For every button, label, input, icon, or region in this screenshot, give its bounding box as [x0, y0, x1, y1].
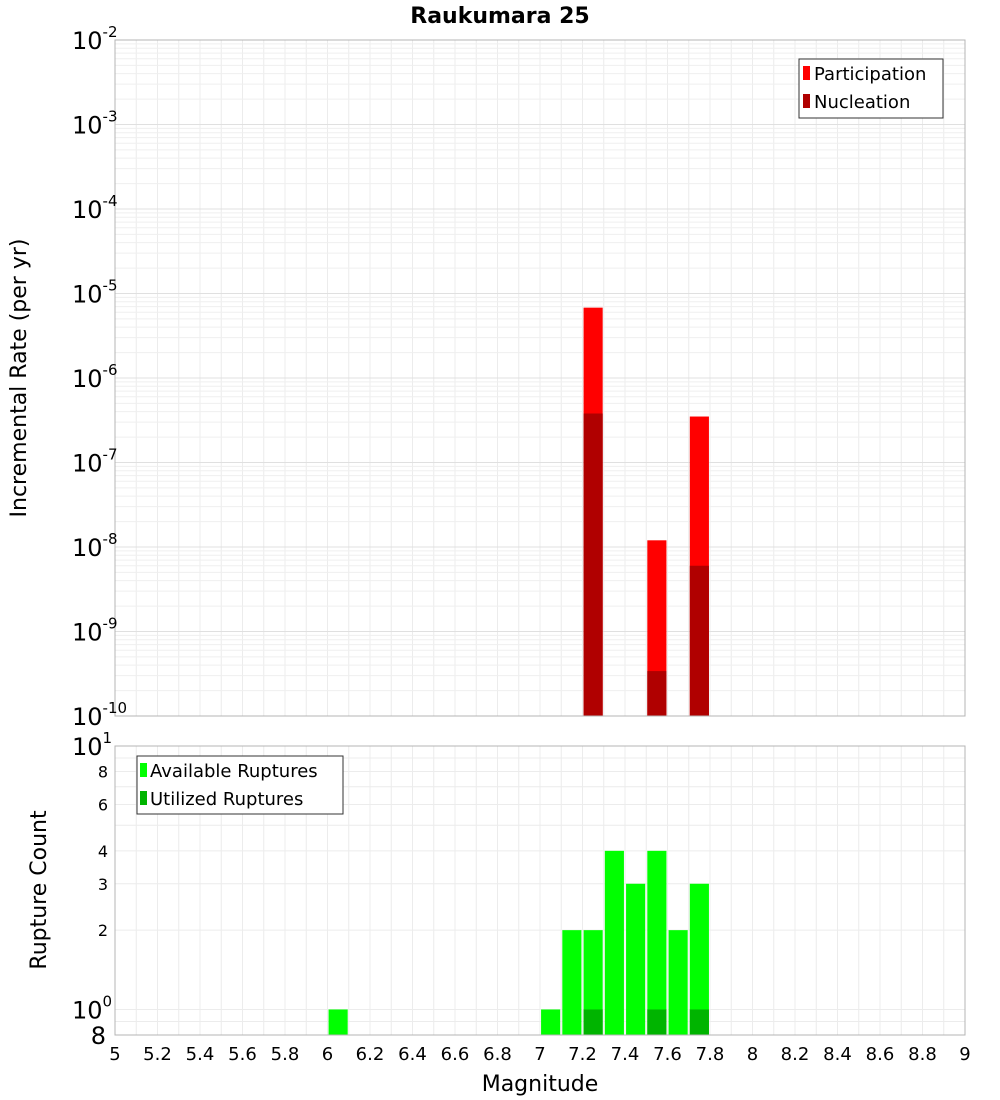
x-tick-label: 6.8 — [483, 1044, 512, 1065]
chart-title: Raukumara 25 — [410, 4, 589, 29]
count-plot-border — [114, 745, 966, 1036]
rate-y-axis-label: Incremental Rate (per yr) — [7, 239, 32, 518]
count-bar-available-ruptures — [583, 930, 603, 1035]
count-bar-available-ruptures — [626, 883, 646, 1035]
x-tick-label: 6.4 — [398, 1044, 427, 1065]
legend-label-utilized: Utilized Ruptures — [150, 789, 303, 810]
x-tick-label: 8.6 — [866, 1044, 895, 1065]
x-tick-label: 7 — [534, 1044, 545, 1065]
rate-panel: 10-2 10-3 10-4 10-5 10-6 10-7 10-8 10-9 10-10 In… — [7, 23, 966, 731]
count-y-tick-label: 100 — [72, 992, 112, 1024]
rate-y-tick-label: 10-2 — [72, 23, 118, 55]
rate-y-tick-label: 10-10 — [72, 699, 127, 731]
x-tick-label: 6.6 — [441, 1044, 470, 1065]
count-legend: Available Ruptures Utilized Ruptures — [136, 755, 344, 815]
legend-label-available: Available Ruptures — [150, 761, 318, 782]
rate-bar-nucleation — [583, 413, 603, 716]
count-bar-utilized-ruptures — [583, 1009, 603, 1035]
x-tick-label: 8.2 — [781, 1044, 810, 1065]
x-tick-label: 5 — [109, 1044, 120, 1065]
legend-swatch-participation — [803, 66, 810, 80]
legend-swatch-utilized — [140, 791, 147, 805]
x-tick-label: 6.2 — [356, 1044, 385, 1065]
legend-swatch-nucleation — [803, 94, 810, 108]
count-y-minor-tick-label: 8 — [91, 1022, 106, 1050]
legend-swatch-available — [140, 763, 147, 777]
rate-y-tick-label: 10-6 — [72, 361, 118, 393]
x-axis-label: Magnitude — [482, 1072, 599, 1097]
legend-label-nucleation: Nucleation — [814, 92, 910, 113]
x-tick-label: 7.6 — [653, 1044, 682, 1065]
count-bar-available-ruptures — [541, 1009, 561, 1035]
count-bar-available-ruptures — [668, 930, 688, 1035]
rate-y-tick-label: 10-9 — [72, 615, 118, 647]
rate-y-tick-label: 10-7 — [72, 446, 118, 478]
x-tick-label: 9 — [959, 1044, 970, 1065]
x-tick-label: 5.2 — [143, 1044, 172, 1065]
count-y-axis-label: Rupture Count — [27, 810, 52, 970]
count-y-minor-tick-label: 6 — [98, 795, 108, 814]
rate-legend-box — [798, 58, 944, 119]
rate-bar-nucleation — [647, 671, 667, 716]
count-y-tick-label: 101 — [72, 729, 112, 761]
x-tick-labels: 5 5.2 5.4 5.6 5.8 6 6.2 6.4 6.6 6.8 7 7.2 7.4 7.6 7.8 8… — [109, 1044, 970, 1065]
count-bar-available-ruptures — [689, 883, 709, 1035]
x-tick-label: 8 — [747, 1044, 758, 1065]
count-y-minor-tick-label: 8 — [98, 763, 108, 782]
x-tick-label: 7.2 — [568, 1044, 597, 1065]
rate-gridlines — [114, 40, 966, 717]
count-y-minor-tick-label: 2 — [98, 921, 108, 940]
rate-plot-border — [114, 39, 966, 717]
count-bar-available-ruptures — [647, 850, 667, 1035]
count-legend-box — [136, 755, 344, 815]
rate-legend: Participation Nucleation — [798, 58, 944, 119]
count-bar-utilized-ruptures — [647, 1009, 667, 1035]
count-bar-available-ruptures — [604, 850, 624, 1035]
rate-bar-nucleation — [689, 565, 709, 716]
x-tick-label: 6 — [322, 1044, 333, 1065]
count-bar-available-ruptures — [562, 930, 582, 1035]
x-tick-label: 5.8 — [271, 1044, 300, 1065]
x-tick-label: 7.8 — [696, 1044, 725, 1065]
x-tick-label: 8.8 — [908, 1044, 937, 1065]
count-y-minor-tick-label: 3 — [98, 875, 108, 894]
count-bar-utilized-ruptures — [689, 1009, 709, 1035]
rate-y-tick-label: 10-5 — [72, 277, 118, 309]
x-tick-label: 5.6 — [228, 1044, 257, 1065]
x-tick-label: 5.4 — [186, 1044, 215, 1065]
rate-y-tick-label: 10-8 — [72, 530, 118, 562]
x-tick-label: 7.4 — [611, 1044, 640, 1065]
rate-y-tick-label: 10-3 — [72, 108, 118, 140]
count-y-minor-tick-label: 4 — [98, 842, 108, 861]
count-bars — [328, 850, 709, 1035]
legend-label-participation: Participation — [814, 64, 926, 85]
x-tick-label: 8.4 — [823, 1044, 852, 1065]
rate-y-tick-labels: 10-2 10-3 10-4 10-5 10-6 10-7 10-8 10-9 10-10 — [72, 23, 127, 731]
rate-y-tick-label: 10-4 — [72, 192, 118, 224]
rate-bars — [583, 307, 709, 716]
count-bar-available-ruptures — [328, 1009, 348, 1035]
